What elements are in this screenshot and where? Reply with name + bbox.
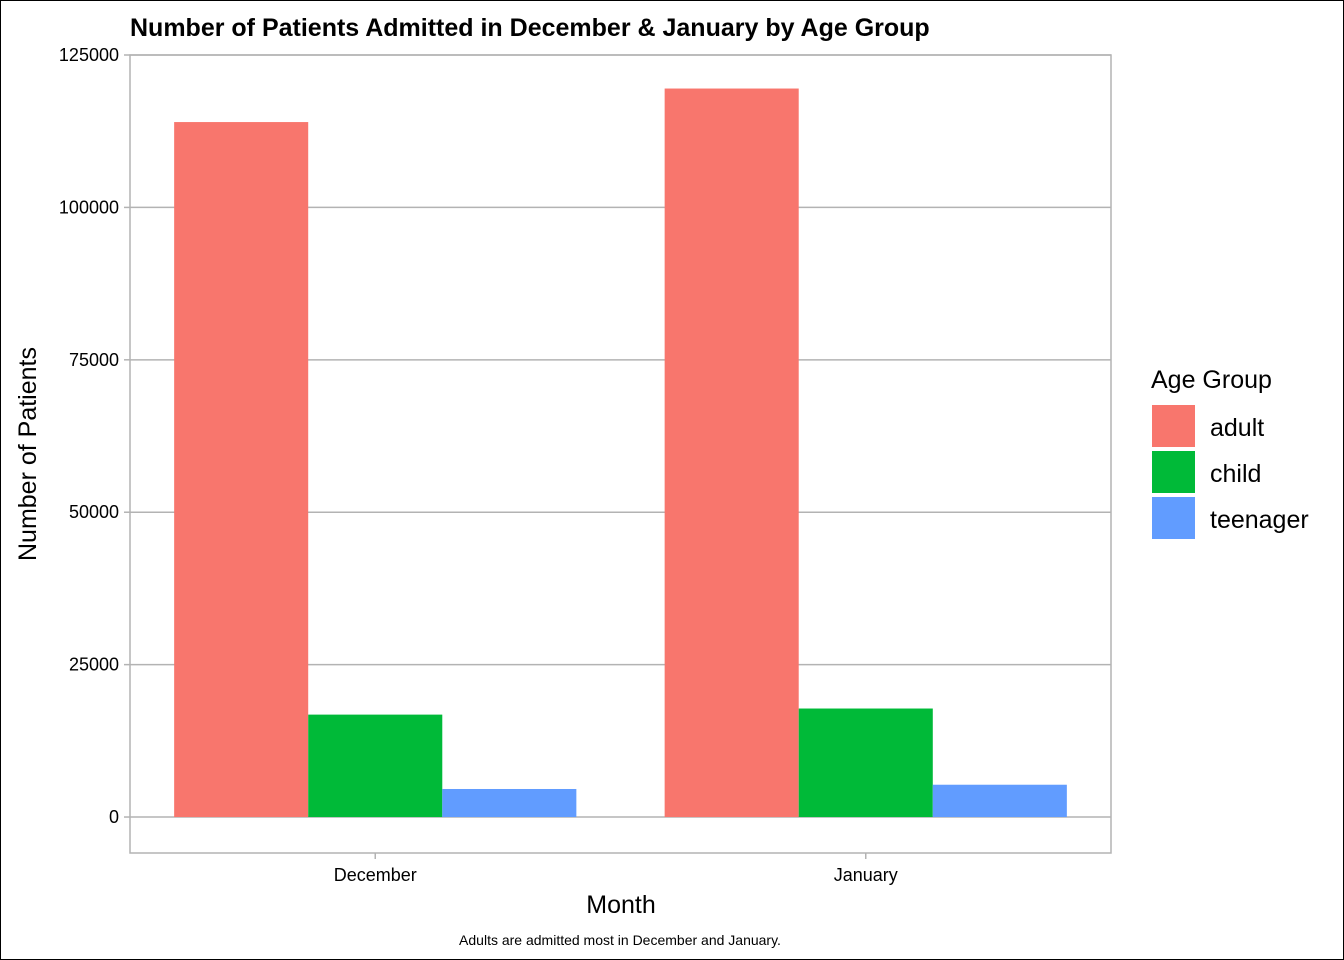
y-axis-ticks: 0 25000 50000 75000 100000 125000 <box>59 45 130 827</box>
x-tick-label: December <box>334 865 417 885</box>
legend-label-teenager: teenager <box>1210 506 1309 534</box>
x-tick-label: January <box>834 865 898 885</box>
bar-teenager-january <box>932 784 1067 818</box>
bar-adult-december <box>174 122 309 818</box>
y-tick-label: 0 <box>109 807 119 827</box>
legend-label-child: child <box>1210 460 1261 488</box>
y-axis-title: Number of Patients <box>14 347 42 561</box>
legend-key-teenager <box>1152 497 1195 539</box>
bar-adult-january <box>664 88 799 818</box>
x-axis-title: Month <box>586 891 655 919</box>
legend-key-child <box>1152 451 1195 493</box>
legend-title: Age Group <box>1151 366 1272 394</box>
legend-key-adult <box>1152 405 1195 447</box>
plot-panel-border <box>129 54 1112 854</box>
chart-title: Number of Patients Admitted in December … <box>130 14 930 42</box>
legend-label-adult: adult <box>1210 414 1264 442</box>
y-tick-label: 100000 <box>59 197 119 217</box>
bars <box>174 88 1067 818</box>
y-tick-label: 125000 <box>59 45 119 65</box>
y-tick-label: 50000 <box>69 502 119 522</box>
y-tick-label: 75000 <box>69 350 119 370</box>
y-tick-label: 25000 <box>69 655 119 675</box>
chart-caption: Adults are admitted most in December and… <box>459 932 781 948</box>
legend: Age Group adult child teenager <box>1151 366 1309 539</box>
bar-teenager-december <box>442 788 577 818</box>
bar-child-january <box>798 708 933 818</box>
x-axis-ticks: December January <box>334 853 898 885</box>
bar-child-december <box>308 714 443 818</box>
